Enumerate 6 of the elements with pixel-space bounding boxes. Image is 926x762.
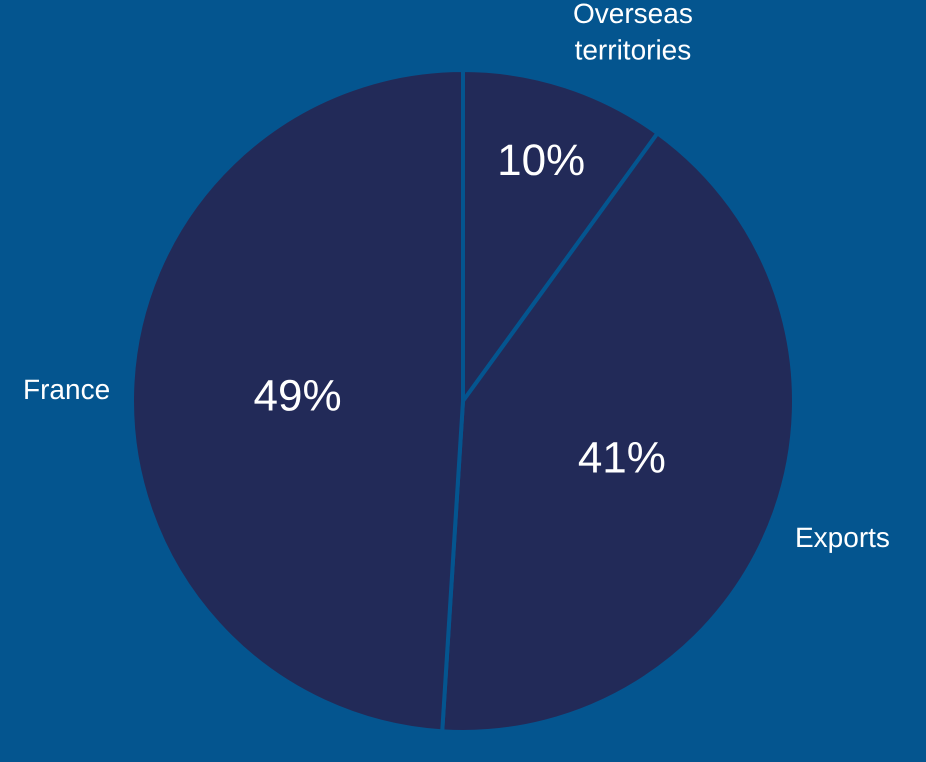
data-label: 10% xyxy=(497,136,586,186)
data-label: 49% xyxy=(254,371,342,420)
data-label: 41% xyxy=(578,434,666,483)
slice-label: Overseas territories xyxy=(573,0,693,66)
slice-label: France xyxy=(23,374,110,405)
slice-label: Exports xyxy=(795,522,890,553)
